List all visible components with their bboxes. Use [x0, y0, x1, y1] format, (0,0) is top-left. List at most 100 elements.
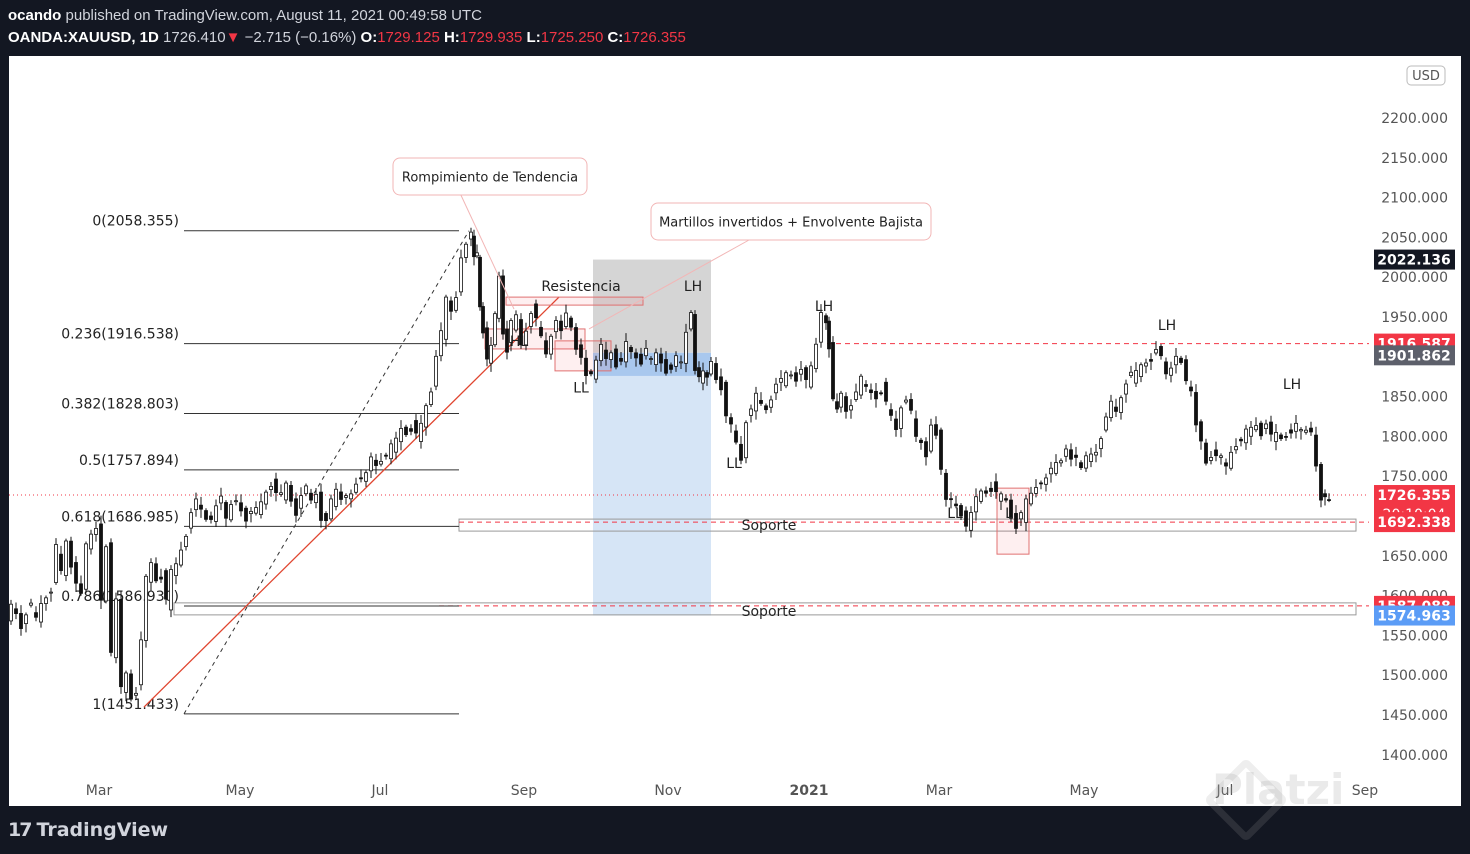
candle-body [764, 405, 768, 411]
candle-body [664, 359, 668, 374]
candle-body [439, 330, 443, 357]
candle-body [304, 485, 308, 495]
candle-body [1299, 429, 1303, 432]
y-tick-label: 2100.000 [1381, 191, 1448, 207]
price-badge [1374, 512, 1455, 533]
candle-body [559, 320, 563, 332]
candle-body [449, 300, 453, 312]
swing-label: LH [815, 299, 833, 315]
x-tick-label: May [1070, 783, 1099, 799]
support-label-upper: Soporte [742, 518, 797, 534]
swing-label: LL [726, 456, 742, 472]
candle-body [949, 498, 953, 501]
candle-body [464, 243, 468, 258]
candle-body [1199, 421, 1203, 442]
candle-body [39, 603, 43, 623]
candle-body [964, 510, 968, 527]
publish-info: published on TradingView.com, August 11,… [65, 7, 482, 24]
candle-body [109, 542, 113, 653]
candle-body [159, 576, 163, 580]
candle-body [804, 367, 808, 380]
candle-body [969, 512, 973, 531]
candle-body [639, 353, 643, 365]
candle-body [1159, 346, 1163, 357]
candle-body [701, 370, 705, 384]
candle-body [1209, 457, 1213, 461]
candle-body [544, 340, 548, 355]
candle-body [1164, 361, 1168, 375]
candle-body [49, 591, 53, 594]
author-name[interactable]: ocando [8, 7, 62, 24]
candle-body [374, 459, 378, 466]
callout-pattern-box [650, 202, 932, 241]
candle-body [1254, 425, 1258, 431]
candle-body [319, 491, 323, 521]
tradingview-brand[interactable]: 17 TradingView [8, 819, 168, 841]
candle-body [799, 368, 803, 375]
candle-body [164, 570, 168, 600]
candle-body [654, 352, 658, 366]
low-value: 1725.250 [540, 29, 604, 46]
candle-body [909, 399, 913, 411]
candle-body [554, 320, 558, 333]
candle-body [789, 374, 793, 377]
candle-body [529, 313, 533, 327]
candle-body [809, 365, 813, 388]
candle-body [369, 456, 373, 472]
candle-body [934, 424, 938, 436]
candle-body [549, 335, 553, 355]
candle-body [359, 477, 363, 480]
y-tick-label: 2000.000 [1381, 270, 1448, 286]
candle-body [244, 507, 248, 522]
candle-body [144, 575, 148, 641]
chart-canvas[interactable]: 0(2058.355) 0.236(1916.538) 0.382(1828.803… [9, 56, 1461, 806]
candle-body [779, 378, 783, 383]
candle-body [29, 602, 33, 606]
symbol-label[interactable]: OANDA:XAUUSD, 1D [8, 29, 159, 46]
candle-body [309, 492, 313, 501]
candle-body [199, 504, 203, 510]
candle-body [124, 672, 128, 693]
candle-body [214, 505, 218, 522]
currency-label: USD [1412, 69, 1440, 84]
candle-body [1019, 512, 1023, 520]
x-tick-label: Sep [1352, 783, 1379, 799]
candle-body [584, 357, 588, 376]
candle-body [274, 478, 278, 493]
candle-body [99, 523, 103, 601]
candle-body [1089, 453, 1093, 462]
price-chart[interactable]: 0(2058.355) 0.236(1916.538) 0.382(1828.803… [9, 56, 1461, 806]
candle-body [879, 392, 883, 395]
y-tick-label: 1500.000 [1381, 668, 1448, 684]
candle-body [54, 544, 58, 583]
candle-body [1294, 422, 1298, 432]
candle-body [404, 426, 408, 436]
candle-body [839, 392, 843, 408]
candle-body [249, 510, 253, 515]
candle-body [1304, 429, 1308, 433]
callout-breakout-text: Rompimiento de Tendencia [402, 171, 578, 186]
candle-body [1109, 400, 1113, 419]
candle-body [759, 400, 763, 404]
candle-body [539, 326, 543, 337]
candle-body [659, 353, 663, 364]
x-tick-label: May [226, 783, 255, 799]
candle-body [1119, 397, 1123, 413]
swing-label: LH [1158, 318, 1176, 334]
candle-body [1129, 371, 1133, 376]
candle-body [594, 359, 598, 380]
candle-body [959, 505, 963, 517]
candle-body [1184, 359, 1188, 382]
x-tick-label: Jul [1216, 783, 1234, 799]
candle-body [564, 312, 568, 327]
candle-body [1327, 499, 1331, 502]
swing-label: LH [684, 279, 702, 295]
price-badge-label: 1574.963 [1377, 609, 1451, 625]
candle-body [514, 314, 518, 331]
fib-diagonal [183, 230, 470, 715]
candle-body [1219, 455, 1223, 458]
candle-body [519, 319, 523, 346]
candle-body [279, 492, 283, 495]
candle-body [749, 408, 753, 416]
candle-body [854, 391, 858, 400]
